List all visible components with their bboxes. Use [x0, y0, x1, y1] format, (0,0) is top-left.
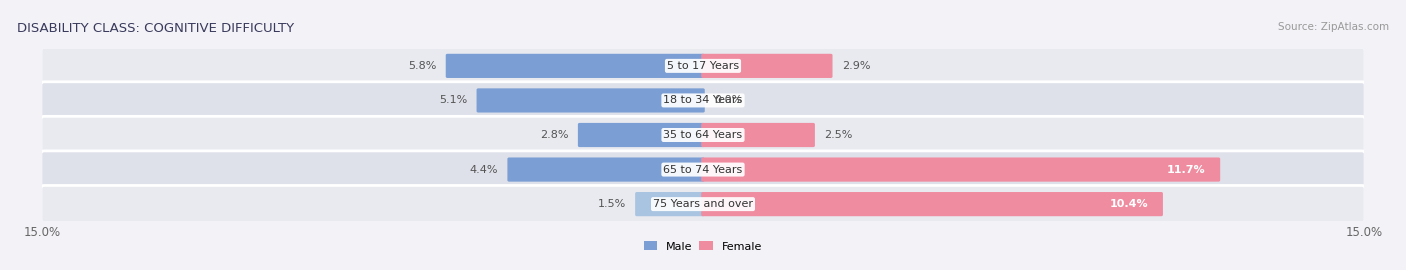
Text: 2.8%: 2.8% [540, 130, 568, 140]
Text: 2.9%: 2.9% [842, 61, 870, 71]
FancyBboxPatch shape [508, 157, 704, 182]
Text: Source: ZipAtlas.com: Source: ZipAtlas.com [1278, 22, 1389, 32]
FancyBboxPatch shape [578, 123, 704, 147]
Text: 2.5%: 2.5% [824, 130, 852, 140]
Text: 5 to 17 Years: 5 to 17 Years [666, 61, 740, 71]
FancyBboxPatch shape [702, 157, 1220, 182]
FancyBboxPatch shape [636, 192, 704, 216]
Text: 35 to 64 Years: 35 to 64 Years [664, 130, 742, 140]
FancyBboxPatch shape [702, 192, 1163, 216]
FancyBboxPatch shape [41, 47, 1365, 85]
Legend: Male, Female: Male, Female [641, 239, 765, 254]
Text: 18 to 34 Years: 18 to 34 Years [664, 95, 742, 106]
FancyBboxPatch shape [446, 54, 704, 78]
Text: 5.1%: 5.1% [439, 95, 467, 106]
Text: 11.7%: 11.7% [1167, 164, 1205, 175]
Text: 4.4%: 4.4% [470, 164, 498, 175]
FancyBboxPatch shape [702, 54, 832, 78]
Text: 75 Years and over: 75 Years and over [652, 199, 754, 209]
Text: 10.4%: 10.4% [1109, 199, 1147, 209]
FancyBboxPatch shape [41, 185, 1365, 223]
Text: DISABILITY CLASS: COGNITIVE DIFFICULTY: DISABILITY CLASS: COGNITIVE DIFFICULTY [17, 22, 294, 35]
FancyBboxPatch shape [702, 123, 815, 147]
Text: 0.0%: 0.0% [714, 95, 742, 106]
FancyBboxPatch shape [477, 88, 704, 113]
FancyBboxPatch shape [41, 82, 1365, 119]
FancyBboxPatch shape [41, 151, 1365, 188]
Text: 5.8%: 5.8% [408, 61, 436, 71]
FancyBboxPatch shape [41, 116, 1365, 154]
Text: 65 to 74 Years: 65 to 74 Years [664, 164, 742, 175]
Text: 1.5%: 1.5% [598, 199, 626, 209]
